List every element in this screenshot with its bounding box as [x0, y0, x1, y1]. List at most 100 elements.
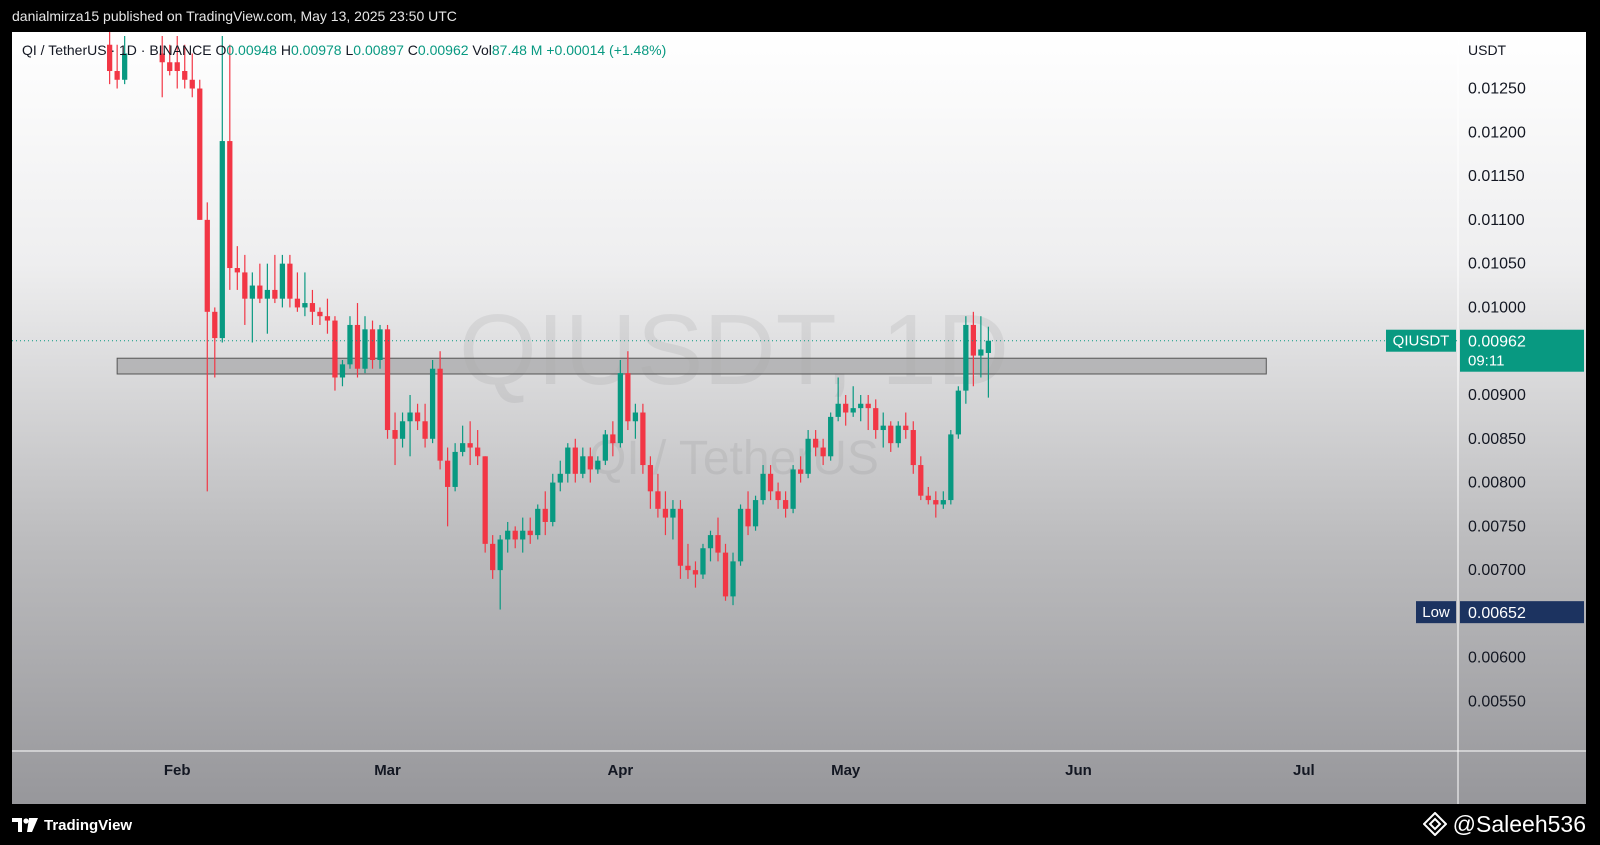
price-tick-label: 0.01150: [1468, 168, 1525, 185]
candle-body: [407, 412, 413, 422]
candle-body: [557, 473, 563, 483]
candle-body: [467, 443, 473, 448]
candle-body: [512, 530, 518, 540]
candle-body: [204, 219, 210, 312]
candle-body: [595, 460, 601, 470]
price-tick-label: 0.01250: [1468, 81, 1526, 98]
candle-body: [925, 495, 931, 501]
candle-body: [752, 500, 759, 527]
candle-body: [790, 469, 796, 509]
time-tick-label: Jun: [1065, 762, 1092, 779]
candle-body: [903, 425, 909, 431]
tradingview-logo[interactable]: TradingView: [12, 814, 132, 836]
candle-body: [985, 340, 992, 353]
candle-body: [760, 473, 766, 501]
candle-body: [167, 62, 173, 72]
last-price-line-layer: QIUSDT 0.00962 09:11 Low 0.00652: [12, 329, 1584, 624]
time-tick-label: May: [831, 762, 861, 779]
price-tick-label: 0.01100: [1468, 212, 1525, 229]
candle-body: [670, 508, 676, 518]
candle-body: [242, 272, 248, 299]
candle-body: [354, 324, 361, 369]
candle-body: [482, 456, 488, 544]
legend-symbol: QI / TetherUS · 1D · BINANCE: [22, 42, 212, 58]
author-handle-text: @Saleeh536: [1452, 810, 1586, 837]
candle-body: [880, 425, 886, 431]
tradingview-logo-icon: [12, 818, 38, 832]
current-price-label: 0.00962: [1468, 334, 1526, 351]
legend-low-value: 0.00897: [353, 42, 404, 58]
candle-body: [475, 447, 481, 457]
candle-body: [122, 53, 128, 80]
candle-body: [294, 298, 301, 308]
candle-body: [767, 473, 774, 492]
candle-body: [707, 535, 714, 549]
published-header: danialmirza15 published on TradingView.c…: [0, 0, 1600, 32]
candle-body: [542, 508, 548, 522]
candle-body: [572, 447, 578, 474]
footer: TradingView @Saleeh536: [0, 804, 1600, 845]
price-tick-label: 0.00700: [1468, 562, 1526, 579]
candle-body: [369, 329, 376, 360]
candle-body: [437, 368, 443, 461]
candle-body: [497, 539, 503, 571]
binance-diamond-icon: [1422, 812, 1447, 836]
candle-body: [272, 289, 278, 299]
watermark-name: QI / TetherUS: [589, 432, 879, 485]
low-value-label: 0.00652: [1468, 605, 1526, 622]
candle-body: [182, 71, 188, 80]
candle-body: [948, 434, 954, 501]
candle-body: [602, 434, 608, 461]
current-symbol-badge: [1386, 329, 1456, 352]
candle-body: [565, 447, 571, 474]
candle-body: [692, 570, 699, 575]
candle-body: [550, 482, 556, 522]
candle-body: [775, 491, 781, 501]
candle-body: [655, 491, 661, 509]
candle-body: [662, 508, 669, 518]
candle-body: [257, 285, 263, 299]
candle-body: [865, 403, 871, 409]
candle-body: [940, 500, 946, 505]
candle-body: [978, 349, 984, 356]
legend-change: +0.00014 (+1.48%): [546, 42, 667, 58]
candle-body: [625, 373, 631, 422]
candle-body: [587, 456, 593, 470]
candle-body: [414, 412, 421, 422]
price-countdown-label: 09:11: [1468, 353, 1504, 370]
candle-body: [730, 561, 736, 597]
candle-body: [362, 329, 368, 369]
candle-body: [835, 403, 841, 417]
price-tick-label: 0.00550: [1468, 693, 1526, 710]
candle-body: [700, 548, 706, 575]
candle-body: [422, 421, 428, 439]
candle-body: [632, 412, 639, 422]
resistance-zone: [116, 357, 1267, 375]
price-chart[interactable]: QIUSDT, 1D QI / TetherUS QIUSDT 0.00962 09…: [12, 32, 1586, 804]
candle-body: [317, 311, 323, 317]
author-handle: @Saleeh536: [1422, 809, 1586, 839]
time-tick-label: Apr: [607, 762, 633, 779]
candle-body: [715, 535, 721, 553]
candle-body: [722, 552, 729, 597]
chart-area[interactable]: QIUSDT, 1D QI / TetherUS QIUSDT 0.00962 09…: [12, 32, 1586, 804]
candle-body: [490, 543, 496, 571]
candle-body: [535, 508, 541, 536]
tradingview-brand-text: TradingView: [44, 816, 133, 834]
candle-body: [580, 456, 586, 474]
candle-body: [843, 403, 849, 413]
legend-high-value: 0.00978: [290, 42, 342, 58]
candle-body: [264, 289, 270, 299]
candle-body: [737, 508, 744, 562]
candle-body: [444, 460, 451, 487]
candle-body: [279, 263, 286, 299]
axes: USDT 0.01250 0.01200 0.01150 0.01100 0.01050 0…: [12, 32, 1586, 804]
candle-body: [384, 329, 391, 431]
candle-body: [617, 373, 623, 444]
legend-close-label: C: [407, 42, 418, 58]
legend-low-label: L: [345, 42, 354, 58]
legend-high-label: H: [280, 42, 291, 58]
low-label: Low: [1422, 604, 1450, 621]
candle-body: [858, 403, 864, 409]
legend-close-value: 0.00962: [417, 42, 469, 58]
